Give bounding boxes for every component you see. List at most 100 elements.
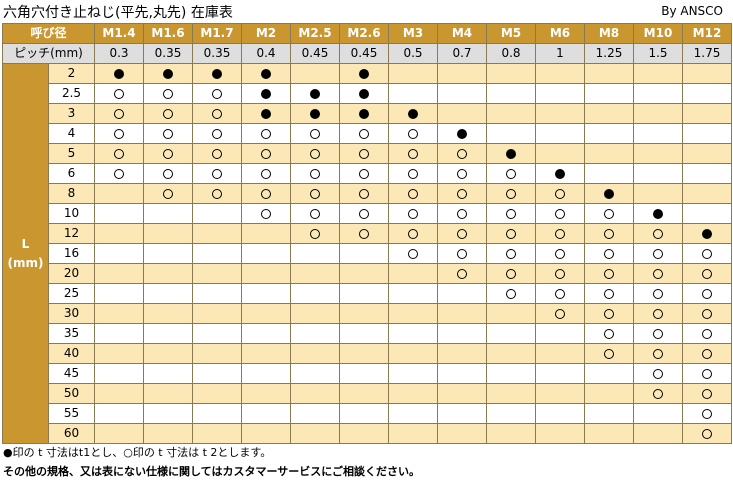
stock-cell xyxy=(339,223,389,244)
stock-cell xyxy=(633,163,683,184)
stock-cell xyxy=(682,343,732,364)
stock-cell xyxy=(486,223,536,244)
open-circle-icon xyxy=(212,168,222,179)
stock-cell xyxy=(437,143,487,164)
stock-cell xyxy=(192,283,242,304)
open-circle-icon xyxy=(163,188,173,199)
stock-cell xyxy=(192,103,242,124)
filled-circle-icon xyxy=(555,168,565,179)
stock-cell xyxy=(143,83,193,104)
open-circle-icon xyxy=(212,188,222,199)
stock-cell xyxy=(241,143,291,164)
pitch-value: 0.4 xyxy=(241,43,291,64)
open-circle-icon xyxy=(506,248,516,259)
stock-cell xyxy=(339,83,389,104)
stock-cell xyxy=(94,283,144,304)
stock-cell xyxy=(486,123,536,144)
open-circle-icon xyxy=(163,108,173,119)
stock-cell xyxy=(143,343,193,364)
stock-cell xyxy=(290,143,340,164)
stock-cell xyxy=(535,203,585,224)
open-circle-icon xyxy=(457,228,467,239)
table-row: L (mm) 2 xyxy=(2,63,732,444)
pitch-value: 1.25 xyxy=(584,43,634,64)
stock-cell xyxy=(94,243,144,264)
stock-cell xyxy=(437,403,487,424)
stock-cell xyxy=(94,303,144,324)
open-circle-icon xyxy=(702,348,712,359)
stock-cell xyxy=(437,83,487,104)
stock-cell xyxy=(437,63,487,84)
length-value: 45 xyxy=(48,363,95,384)
stock-cell xyxy=(584,323,634,344)
stock-cell xyxy=(486,163,536,184)
stock-cell xyxy=(94,63,144,84)
stock-cell xyxy=(388,243,438,264)
open-circle-icon xyxy=(310,148,320,159)
stock-cell xyxy=(143,203,193,224)
open-circle-icon xyxy=(604,248,614,259)
stock-cell xyxy=(633,63,683,84)
open-circle-icon xyxy=(408,248,418,259)
filled-circle-icon xyxy=(212,68,222,79)
stock-cell xyxy=(437,363,487,384)
open-circle-icon xyxy=(604,348,614,359)
stock-cell xyxy=(682,143,732,164)
filled-circle-icon xyxy=(359,108,369,119)
stock-cell xyxy=(633,323,683,344)
stock-cell xyxy=(143,303,193,324)
pitch-value: 1.5 xyxy=(633,43,683,64)
filled-circle-icon xyxy=(261,108,271,119)
stock-cell xyxy=(486,143,536,164)
filled-circle-icon xyxy=(359,88,369,99)
stock-cell xyxy=(290,103,340,124)
pitch-value: 0.45 xyxy=(290,43,340,64)
size-column-header: M1.4 xyxy=(94,23,144,44)
table-row: 40 xyxy=(3,343,732,364)
stock-cell xyxy=(682,103,732,124)
stock-cell xyxy=(535,163,585,184)
stock-cell xyxy=(192,223,242,244)
stock-cell xyxy=(339,203,389,224)
stock-cell xyxy=(290,403,340,424)
open-circle-icon xyxy=(555,228,565,239)
length-value: 2 xyxy=(48,63,95,84)
stock-cell xyxy=(535,283,585,304)
open-circle-icon xyxy=(506,208,516,219)
stock-cell xyxy=(143,383,193,404)
open-circle-icon xyxy=(310,208,320,219)
open-circle-icon xyxy=(359,128,369,139)
stock-cell xyxy=(94,263,144,284)
stock-cell xyxy=(633,383,683,404)
length-value: 25 xyxy=(48,283,95,304)
stock-cell xyxy=(633,123,683,144)
open-circle-icon xyxy=(408,128,418,139)
stock-cell xyxy=(584,423,634,444)
stock-cell xyxy=(388,423,438,444)
length-label-symbol: L xyxy=(21,236,30,251)
stock-cell xyxy=(682,203,732,224)
stock-cell xyxy=(94,123,144,144)
stock-cell xyxy=(535,123,585,144)
open-circle-icon xyxy=(604,208,614,219)
open-circle-icon xyxy=(457,188,467,199)
open-circle-icon xyxy=(604,268,614,279)
stock-cell xyxy=(486,203,536,224)
stock-cell xyxy=(339,163,389,184)
stock-cell xyxy=(535,403,585,424)
stock-cell xyxy=(535,323,585,344)
open-circle-icon xyxy=(555,308,565,319)
open-circle-icon xyxy=(163,88,173,99)
stock-cell xyxy=(143,403,193,424)
stock-cell xyxy=(241,203,291,224)
filled-circle-icon xyxy=(310,108,320,119)
filled-circle-icon xyxy=(261,88,271,99)
stock-cell xyxy=(388,183,438,204)
stock-cell xyxy=(290,343,340,364)
stock-cell xyxy=(584,183,634,204)
stock-cell xyxy=(633,203,683,224)
size-column-header: M3 xyxy=(388,23,438,44)
length-value: 10 xyxy=(48,203,95,224)
stock-cell xyxy=(339,63,389,84)
stock-cell xyxy=(486,343,536,364)
